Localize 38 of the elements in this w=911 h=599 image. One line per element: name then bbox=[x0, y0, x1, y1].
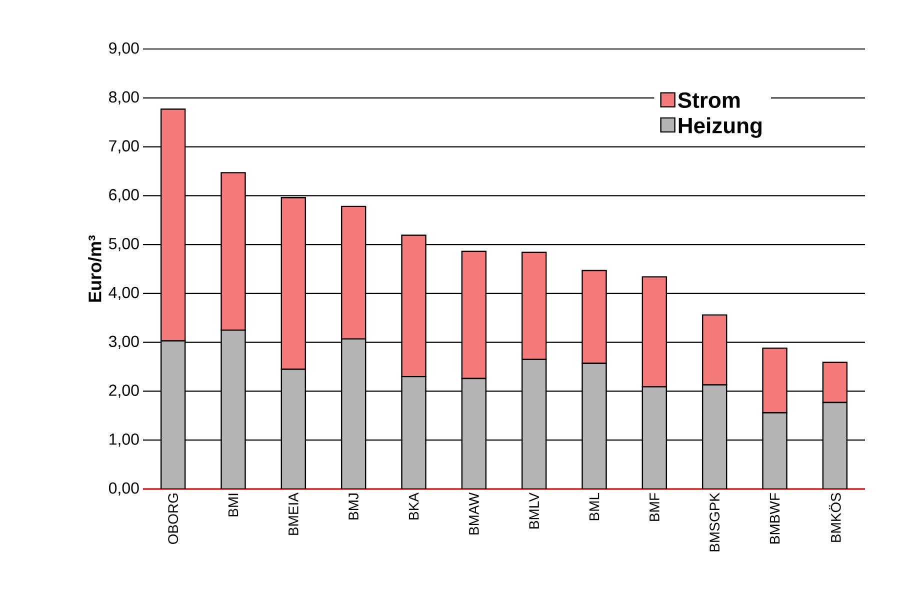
legend-label: Heizung bbox=[678, 117, 762, 138]
y-tick-label: 5,00 bbox=[108, 238, 139, 252]
y-tick-label: 9,00 bbox=[109, 42, 139, 56]
bar bbox=[702, 384, 728, 489]
bar bbox=[220, 330, 246, 489]
y-tick-label: 2,00 bbox=[109, 384, 139, 398]
x-tick-label: BMI bbox=[228, 494, 238, 516]
x-tick-label: OBORG bbox=[168, 494, 178, 544]
x-tick-label: BML bbox=[589, 492, 600, 520]
x-tick-label: BMBWF bbox=[770, 493, 780, 544]
x-tick-label: BMF bbox=[650, 493, 660, 521]
y-tick-label: 0,00 bbox=[108, 482, 139, 496]
x-tick-label: BMAW bbox=[469, 492, 479, 534]
y-tick-label: 6,00 bbox=[109, 189, 139, 202]
bar bbox=[461, 378, 487, 489]
bar bbox=[762, 412, 788, 489]
x-tick-label: BKA bbox=[408, 492, 419, 520]
y-tick-label: 4,00 bbox=[108, 286, 139, 300]
bar bbox=[762, 348, 788, 414]
x-tick-label: BMLV bbox=[529, 492, 539, 528]
x-tick-label: BMKÖS bbox=[828, 493, 841, 542]
bar bbox=[582, 362, 607, 489]
x-tick-label: BMJ bbox=[348, 494, 358, 520]
bar bbox=[822, 402, 848, 489]
bar bbox=[642, 386, 668, 489]
y-tick-label: 8,00 bbox=[109, 91, 139, 105]
bar bbox=[160, 340, 186, 489]
bar bbox=[340, 338, 366, 489]
x-tick-label: BMEIA bbox=[288, 492, 298, 535]
x-tick-label: BMSGPK bbox=[710, 492, 720, 552]
bar bbox=[280, 368, 306, 489]
legend-label: Strom bbox=[678, 92, 740, 108]
y-tick-label: 7,00 bbox=[109, 140, 139, 154]
bar bbox=[521, 358, 547, 489]
bar bbox=[401, 376, 426, 489]
y-tick-label: 1,00 bbox=[110, 434, 139, 447]
y-axis-title: Euro/m³ bbox=[88, 235, 102, 302]
y-tick-label: 3,00 bbox=[108, 336, 139, 349]
